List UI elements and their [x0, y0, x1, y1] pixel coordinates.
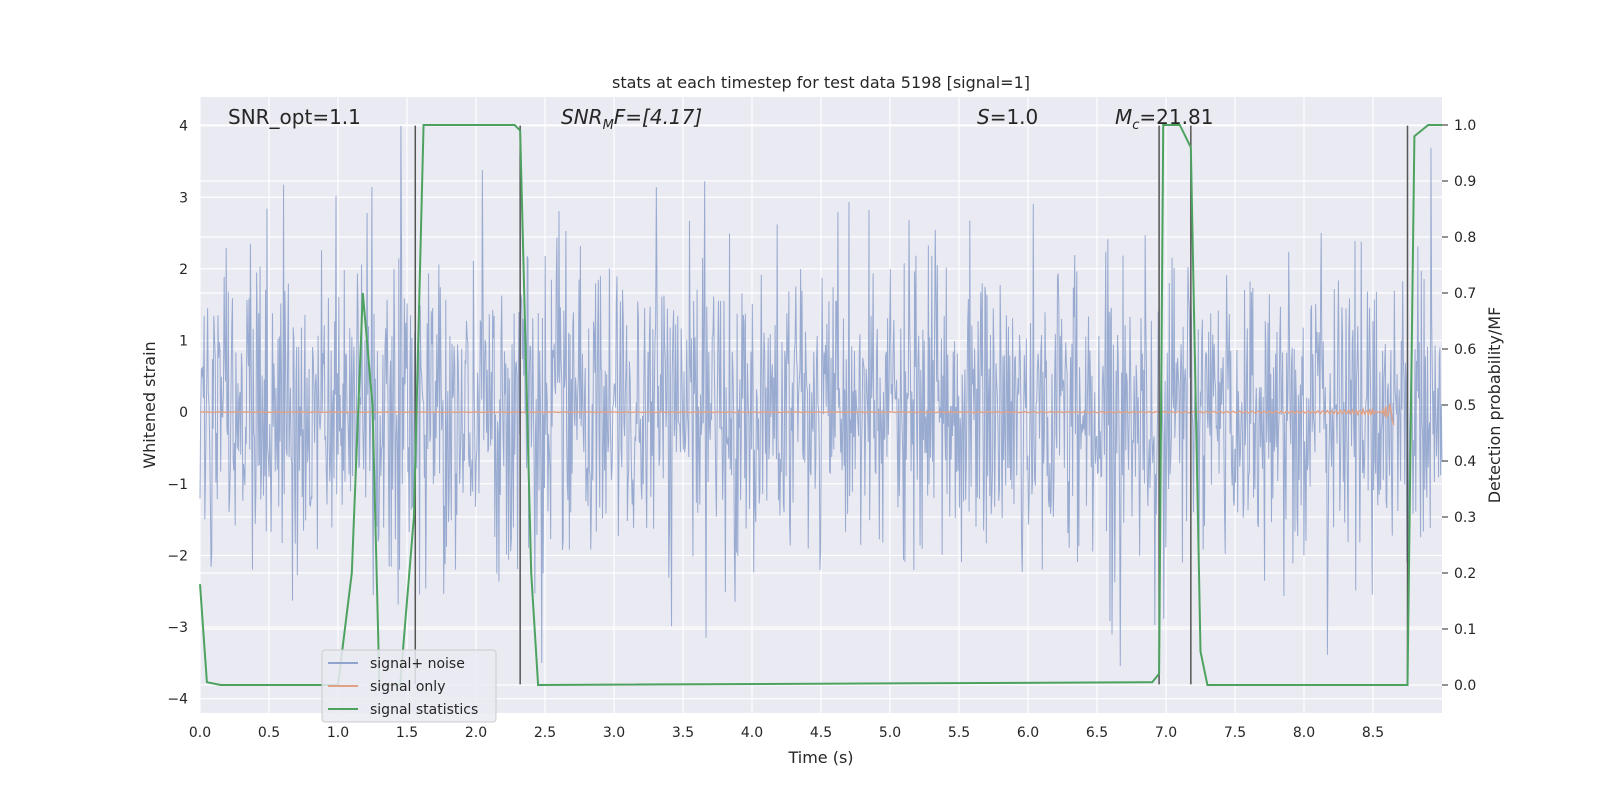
y2-tick-label: 0.5: [1454, 398, 1476, 414]
annotation-snr-mf: SNRMF=[4.17]: [561, 105, 702, 133]
y-axis-ticks: 4 3 2 1 0 −1 −2 −3 −4: [167, 119, 188, 708]
x-tick-label: 7.0: [1155, 725, 1177, 741]
signal-statistics-line: [199, 124, 1442, 687]
x-tick-label: 6.5: [1086, 725, 1108, 741]
y-tick-label: 3: [179, 190, 188, 206]
x-tick-label: 2.5: [534, 725, 556, 741]
y2-axis-ticks: 1.0 0.9 0.8 0.7 0.6 0.5 0.4 0.3 0.2 0.1 0.0: [1442, 118, 1476, 694]
mc-main: M: [1115, 105, 1132, 129]
annotation-mc: Mc=21.81: [1115, 105, 1213, 133]
legend: signal+ noise signal only signal statist…: [321, 649, 497, 723]
signal-statistics-series: [199, 124, 1442, 687]
y-tick-label: 4: [179, 119, 188, 135]
legend-box: [321, 649, 497, 723]
x-tick-label: 5.0: [879, 725, 901, 741]
y-tick-label: 0: [179, 405, 188, 421]
y2-tick-label: 0.1: [1454, 622, 1476, 638]
signal-only-line: [199, 403, 1395, 426]
x-tick-label: 4.5: [810, 725, 832, 741]
x-axis-ticks: 0.0 0.5 1.0 1.5 2.0 2.5 3.0 3.5 4.0 4.5 5.0 5.5 6.0 6…: [189, 725, 1384, 741]
x-tick-label: 1.5: [396, 725, 418, 741]
y2-axis-label: Detection probability/MF: [1485, 307, 1504, 504]
snr-mf-main: SNR: [561, 105, 603, 129]
y-tick-label: −3: [167, 620, 188, 636]
snr-mf-rest: F=[4.17]: [614, 105, 702, 129]
x-tick-label: 3.0: [603, 725, 625, 741]
x-tick-label: 5.5: [948, 725, 970, 741]
s-main: S: [977, 105, 990, 129]
x-tick-label: 1.0: [327, 725, 349, 741]
y-axis-label: Whitened strain: [140, 341, 159, 468]
annotation-s: S=1.0: [977, 105, 1038, 129]
x-tick-label: 0.0: [189, 725, 211, 741]
x-tick-label: 8.5: [1362, 725, 1384, 741]
legend-label-signal-statistics: signal statistics: [370, 702, 478, 718]
mc-rest: =21.81: [1139, 105, 1213, 129]
mc-sub: c: [1132, 118, 1139, 133]
y-tick-label: −1: [167, 477, 188, 493]
legend-label-signal-only: signal only: [370, 679, 445, 695]
y-tick-label: 2: [179, 262, 188, 278]
y2-tick-label: 0.6: [1454, 342, 1476, 358]
y2-tick-label: 0.7: [1454, 286, 1476, 302]
y-tick-label: −2: [167, 548, 188, 564]
x-tick-label: 0.5: [258, 725, 280, 741]
y2-tick-label: 0.8: [1454, 230, 1476, 246]
snr-mf-sub: M: [603, 118, 614, 133]
y2-tick-label: 0.2: [1454, 566, 1476, 582]
x-tick-label: 4.0: [741, 725, 763, 741]
signal-noise-line: [199, 125, 1443, 666]
y2-tick-label: 0.9: [1454, 174, 1476, 190]
x-tick-label: 6.0: [1017, 725, 1039, 741]
chart-title: stats at each timestep for test data 519…: [612, 73, 1030, 92]
x-tick-label: 3.5: [672, 725, 694, 741]
y2-tick-label: 0.4: [1454, 454, 1476, 470]
x-tick-label: 2.0: [465, 725, 487, 741]
signal-only-series: [199, 403, 1395, 426]
s-rest: =1.0: [990, 105, 1039, 129]
x-axis-label: Time (s): [787, 748, 853, 767]
signal-noise-series: [199, 125, 1443, 666]
y2-tick-label: 0.0: [1454, 678, 1476, 694]
legend-label-signal-noise: signal+ noise: [370, 656, 465, 672]
x-tick-label: 8.0: [1293, 725, 1315, 741]
y-tick-label: 1: [179, 334, 188, 350]
y2-tick-label: 1.0: [1454, 118, 1476, 134]
x-tick-label: 7.5: [1224, 725, 1246, 741]
annotation-snr-opt: SNR_opt=1.1: [228, 105, 361, 129]
y-tick-label: −4: [167, 692, 188, 708]
y2-tick-label: 0.3: [1454, 510, 1476, 526]
